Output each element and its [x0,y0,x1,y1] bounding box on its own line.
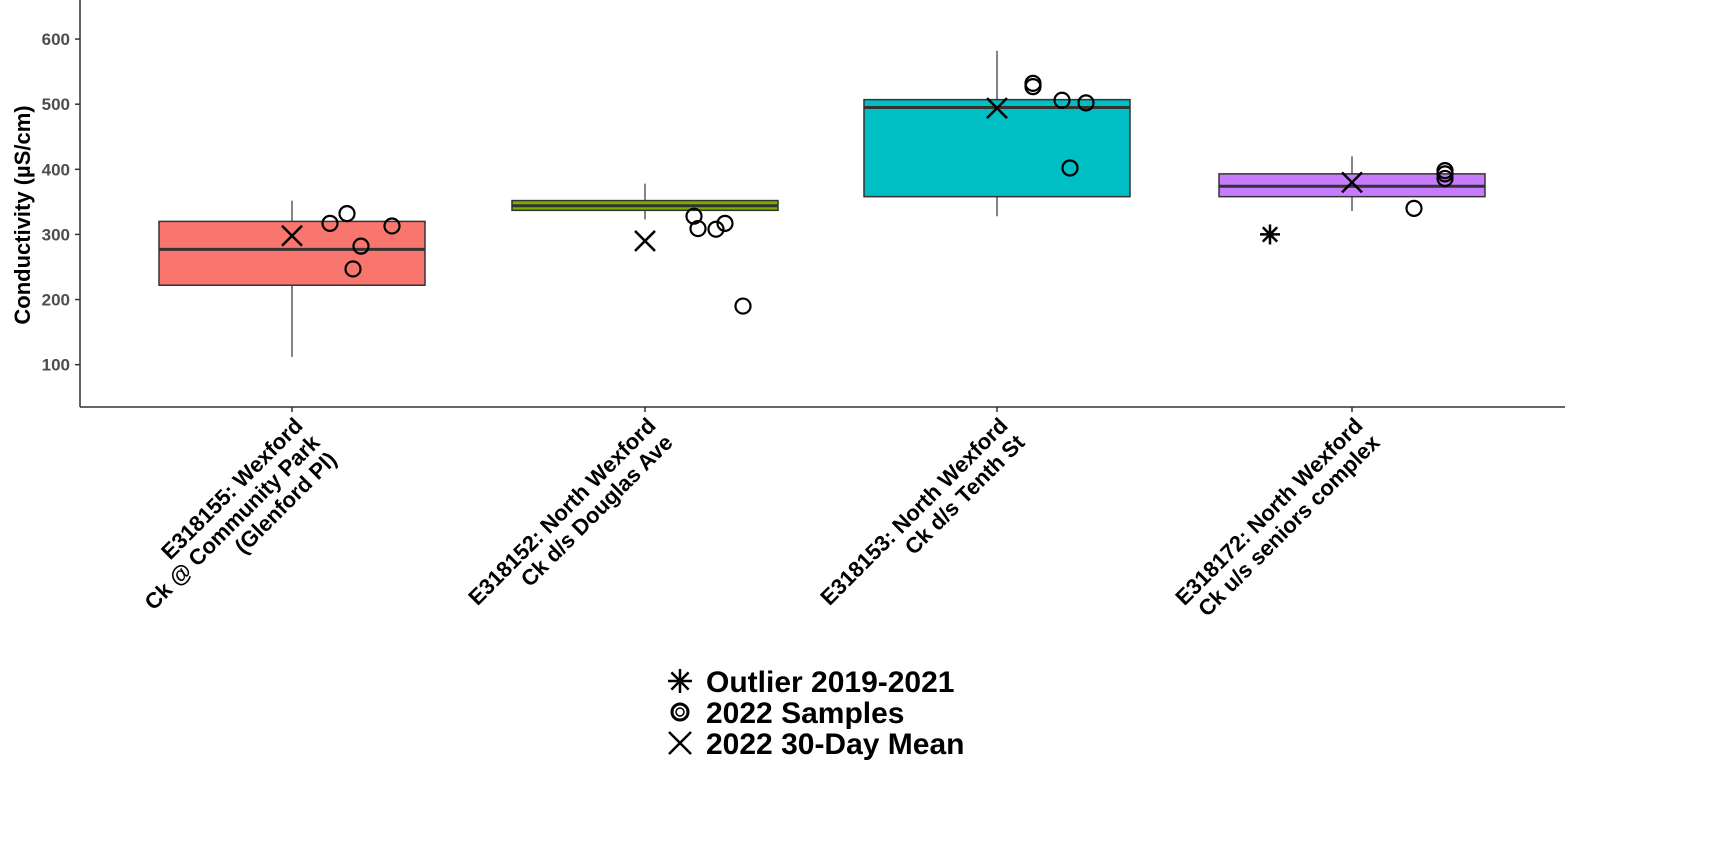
legend-item: 2022 30-Day Mean [668,728,965,761]
sample-point [1024,78,1042,96]
legend-circle-icon [670,702,690,722]
sample-point [1436,165,1454,183]
x-tick-label-line: E318172: North Wexford [1170,413,1367,610]
y-axis-title: Conductivity (µS/cm) [10,105,35,324]
sample-point [1077,94,1095,112]
x-tick-label: E318172: North WexfordCk u/s seniors com… [1170,412,1385,627]
x-tick-labels: E318155: WexfordCk @ Community Park(Glen… [123,407,1385,631]
y-tick-label: 500 [42,95,70,114]
x-tick-label: E318153: North WexfordCk d/s Tenth St [815,412,1030,627]
box [863,98,1131,198]
axes [79,0,1565,408]
sample-point [734,297,752,315]
y-tick-label: 600 [42,30,70,49]
legend-item: Outlier 2019-2021 [668,666,954,699]
x-tick-label: E318152: North WexfordCk d/s Douglas Ave [463,413,677,627]
mean-marker [634,230,656,252]
y-tick-label: 100 [42,356,70,375]
box [158,220,426,286]
sample-point [716,214,734,232]
sample-point [685,207,703,225]
y-tick-label: 200 [42,291,70,310]
legend-label: Outlier 2019-2021 [706,666,954,699]
x-tick-label-line: Ck u/s seniors complex [1193,429,1385,621]
legend-item: 2022 Samples [670,697,904,730]
mean-marker [281,224,303,247]
y-tick-label: 400 [42,160,70,179]
legend-cross-icon [668,731,692,755]
sample-point [352,237,370,255]
sample-point [689,219,707,238]
sample-point [338,204,356,223]
sample-point [383,217,401,235]
x-tick-label: E318155: WexfordCk @ Community Park(Glen… [123,412,342,631]
x-tick-label-line: Ck @ Community Park [140,429,326,615]
sample-point [321,214,339,232]
outlier-marker [1260,224,1280,245]
y-ticks: 100 200 300 400 500 600 [42,30,80,375]
mean-marker [986,97,1008,119]
sample-point [707,220,725,238]
x-tick-label-line: E318153: North Wexford [815,413,1012,610]
sample-point [1405,199,1423,217]
sample-point [344,260,362,278]
mean-marker [1341,171,1363,194]
x-tick-label-line: Ck d/s Douglas Ave [516,430,678,592]
y-tick-label: 300 [42,225,70,244]
x-tick-label-line: E318152: North Wexford [463,413,660,610]
legend-label: 2022 30-Day Mean [706,728,965,761]
legend-label: 2022 Samples [706,697,904,730]
sample-point [1061,159,1079,177]
sample-point [1053,91,1071,109]
sample-point [1436,169,1454,188]
legend-asterisk-icon [668,669,692,693]
boxes [158,50,1486,357]
marks [281,74,1454,315]
